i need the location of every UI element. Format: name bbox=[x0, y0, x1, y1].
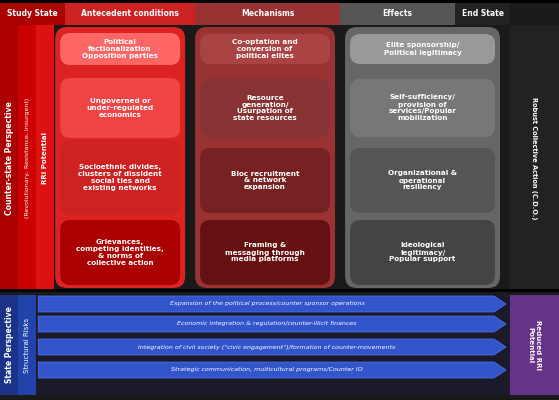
Text: Resource
generation/
Usurpation of
state resources: Resource generation/ Usurpation of state… bbox=[233, 94, 297, 122]
Text: (Revolutionary, Resistance, Insurgent): (Revolutionary, Resistance, Insurgent) bbox=[25, 98, 30, 218]
FancyBboxPatch shape bbox=[200, 148, 330, 213]
Bar bbox=[0, 25, 18, 290]
Text: Co-optation and
conversion of
political elites: Co-optation and conversion of political … bbox=[232, 39, 298, 59]
Bar bbox=[510, 295, 559, 395]
FancyBboxPatch shape bbox=[60, 78, 180, 138]
Text: Political
factionalization
Opposition parties: Political factionalization Opposition pa… bbox=[82, 39, 158, 59]
Text: Organizational &
operational
resiliency: Organizational & operational resiliency bbox=[388, 170, 457, 190]
Text: Reduced RRI
Potential: Reduced RRI Potential bbox=[528, 320, 541, 370]
Text: Framing &
messaging through
media platforms: Framing & messaging through media platfo… bbox=[225, 242, 305, 262]
Bar bbox=[18, 25, 36, 290]
Text: Economic integration & regulation/counter-illicit finances: Economic integration & regulation/counte… bbox=[177, 322, 357, 326]
Text: Bloc recruitment
& network
expansion: Bloc recruitment & network expansion bbox=[231, 170, 300, 190]
Text: Structural Risks: Structural Risks bbox=[24, 318, 30, 372]
FancyBboxPatch shape bbox=[200, 220, 330, 285]
FancyBboxPatch shape bbox=[200, 34, 330, 64]
FancyBboxPatch shape bbox=[60, 140, 180, 215]
Text: End State: End State bbox=[462, 10, 504, 18]
Text: Ideological
legitimacy/
Popular support: Ideological legitimacy/ Popular support bbox=[390, 242, 456, 262]
Text: Integration of civil society ("civic engagement")/formation of counter-movements: Integration of civil society ("civic eng… bbox=[139, 344, 396, 350]
Text: Effects: Effects bbox=[382, 10, 413, 18]
Bar bbox=[36, 295, 510, 395]
Bar bbox=[65, 3, 195, 25]
FancyBboxPatch shape bbox=[350, 34, 495, 64]
Text: State Perspective: State Perspective bbox=[4, 306, 13, 384]
Bar bbox=[455, 3, 510, 25]
Text: Socioethnic divides,
clusters of dissident
social ties and
existing networks: Socioethnic divides, clusters of disside… bbox=[78, 164, 162, 191]
FancyBboxPatch shape bbox=[60, 33, 180, 65]
Polygon shape bbox=[38, 339, 506, 355]
Bar bbox=[18, 295, 36, 395]
Text: Counter-state Perspective: Counter-state Perspective bbox=[4, 101, 13, 215]
FancyBboxPatch shape bbox=[55, 27, 185, 288]
Text: Strategic communication, multicultural programs/Counter IO: Strategic communication, multicultural p… bbox=[171, 368, 363, 372]
Bar bbox=[0, 3, 65, 25]
Bar bbox=[340, 3, 455, 25]
Bar bbox=[54, 25, 510, 290]
Bar bbox=[195, 3, 340, 25]
FancyBboxPatch shape bbox=[350, 148, 495, 213]
Text: Ungoverned or
under-regulated
economics: Ungoverned or under-regulated economics bbox=[87, 98, 154, 118]
Text: Grievances,
competing identities,
& norms of
collective action: Grievances, competing identities, & norm… bbox=[76, 239, 164, 266]
Text: RRI Potential: RRI Potential bbox=[42, 132, 48, 184]
Bar bbox=[0, 289, 559, 292]
Bar bbox=[36, 25, 54, 290]
Bar bbox=[0, 295, 18, 395]
Bar bbox=[510, 25, 559, 290]
Text: Robust Collective Action (C.D.O.): Robust Collective Action (C.D.O.) bbox=[531, 97, 537, 219]
FancyBboxPatch shape bbox=[195, 27, 335, 288]
Text: Antecedent conditions: Antecedent conditions bbox=[81, 10, 179, 18]
Text: Elite sponsorship/
Political legitimacy: Elite sponsorship/ Political legitimacy bbox=[383, 42, 462, 56]
Bar bbox=[0, 0, 559, 3]
FancyBboxPatch shape bbox=[350, 220, 495, 285]
FancyBboxPatch shape bbox=[200, 79, 330, 137]
Polygon shape bbox=[38, 296, 506, 312]
Text: Study State: Study State bbox=[7, 10, 58, 18]
FancyBboxPatch shape bbox=[345, 27, 500, 288]
Polygon shape bbox=[38, 362, 506, 378]
Polygon shape bbox=[38, 316, 506, 332]
FancyBboxPatch shape bbox=[60, 220, 180, 285]
Text: Mechanisms: Mechanisms bbox=[241, 10, 294, 18]
Text: Expansion of the political process/counter sponsor operations: Expansion of the political process/count… bbox=[170, 302, 364, 306]
Text: Self-sufficiency/
provision of
services/Popular
mobilization: Self-sufficiency/ provision of services/… bbox=[389, 94, 457, 122]
FancyBboxPatch shape bbox=[350, 79, 495, 137]
